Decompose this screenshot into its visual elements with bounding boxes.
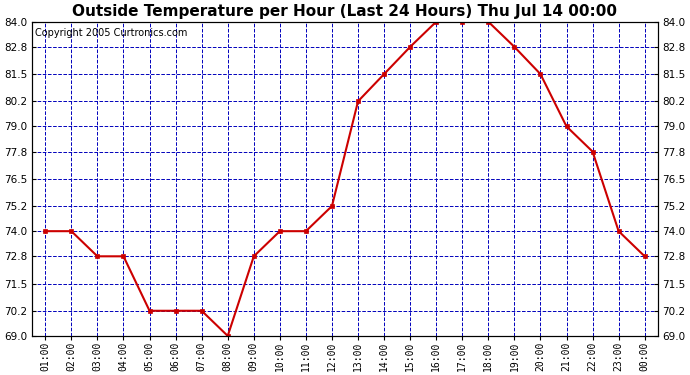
Title: Outside Temperature per Hour (Last 24 Hours) Thu Jul 14 00:00: Outside Temperature per Hour (Last 24 Ho… xyxy=(72,4,618,19)
Text: Copyright 2005 Curtronics.com: Copyright 2005 Curtronics.com xyxy=(35,28,188,38)
